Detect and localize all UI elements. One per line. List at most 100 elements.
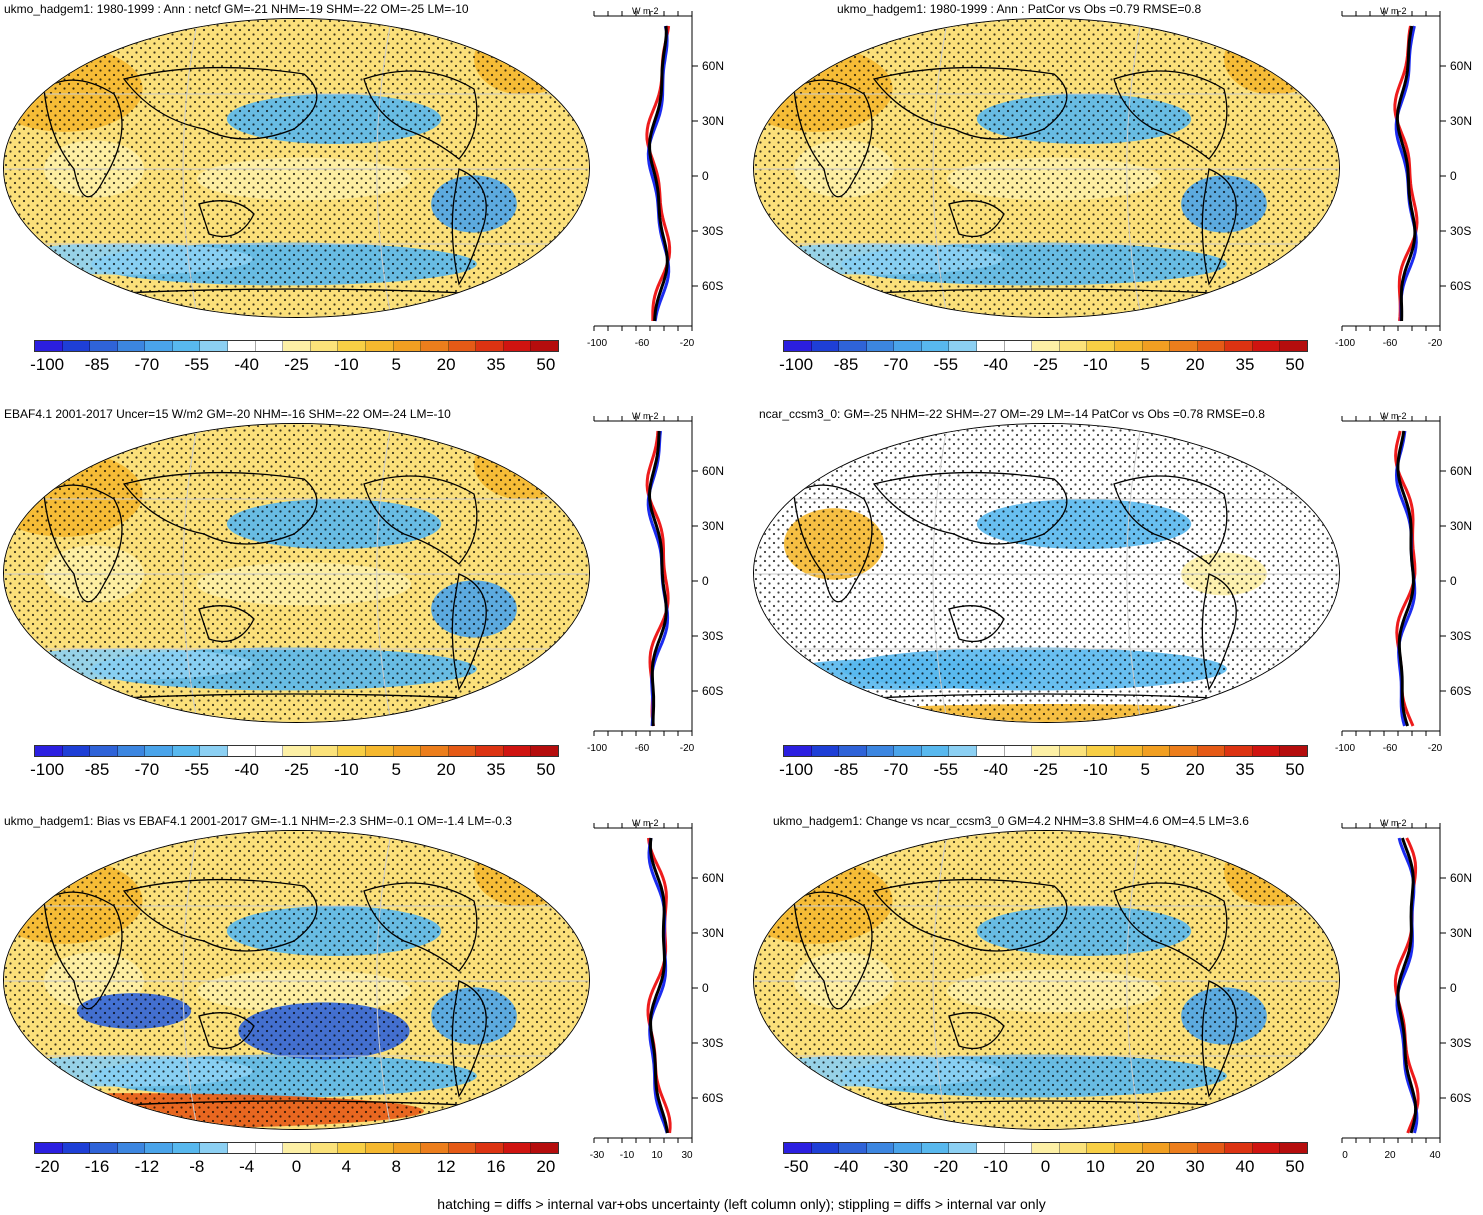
colorbar-label: -20 <box>933 1157 959 1176</box>
colorbar-swatch <box>365 746 394 756</box>
latitude-tick-label: 30N <box>702 926 724 940</box>
colorbar-swatch <box>283 746 311 756</box>
colorbar-labels: -100 -85 -70 -55 -40 -25 -10 5 20 35 50 <box>30 760 559 782</box>
unit-label: W m-2 <box>1380 411 1407 421</box>
latitude-tick-label: 30N <box>702 519 724 533</box>
colorbar-swatch <box>784 746 812 756</box>
colorbar-label: -16 <box>84 1157 110 1176</box>
colorbar-label: -85 <box>84 760 110 779</box>
panel-5: ukmo_hadgem1: Bias vs EBAF4.1 2001-2017 … <box>0 812 740 1192</box>
x-tick-label: -20 <box>680 743 695 754</box>
colorbar-label: -100 <box>30 355 65 374</box>
colorbar-label: -50 <box>783 1157 809 1176</box>
x-tick-label: -60 <box>1383 338 1398 349</box>
footnote: hatching = diffs > internal var+obs unce… <box>437 1196 1046 1212</box>
colorbar-swatch <box>421 341 449 351</box>
colorbar-label: 16 <box>486 1157 506 1176</box>
colorbar-label: 30 <box>1185 1157 1205 1176</box>
colorbar-label: 5 <box>391 355 401 374</box>
colorbar-label: 5 <box>391 760 401 779</box>
colorbar-label: -25 <box>284 355 309 374</box>
colorbar-label: 0 <box>291 1157 302 1176</box>
colorbar-swatch <box>1280 1143 1307 1153</box>
colorbar-swatch <box>1142 746 1171 756</box>
colorbar-label: 50 <box>536 760 556 779</box>
colorbar-label: -12 <box>134 1157 160 1176</box>
colorbar-swatch <box>811 341 840 351</box>
colorbar-label: 35 <box>1235 760 1255 779</box>
colorbar-swatch <box>866 1143 895 1153</box>
panel-title: ukmo_hadgem1: 1980-1999 : Ann : PatCor v… <box>837 2 1202 16</box>
colorbar-label: -40 <box>833 1157 859 1176</box>
colorbar-label: -100 <box>779 355 814 374</box>
colorbar-swatch <box>145 341 173 351</box>
colorbar-swatch <box>62 1143 91 1153</box>
colorbar-label: 20 <box>1185 760 1205 779</box>
latitude-tick-label: 60S <box>1450 684 1471 698</box>
colorbar-swatch <box>228 1143 256 1153</box>
colorbar-swatch <box>503 746 532 756</box>
colorbar-label: -4 <box>239 1157 255 1176</box>
colorbar-swatch <box>949 1143 978 1153</box>
latitude-tick-label: 60S <box>1450 279 1471 293</box>
panel-title: ukmo_hadgem1: 1980-1999 : Ann : netcf GM… <box>4 2 469 16</box>
colorbar-swatch <box>1032 746 1060 756</box>
unit-label: W m-2 <box>1380 6 1407 16</box>
colorbar-label: -70 <box>134 760 160 779</box>
colorbar-swatch <box>393 746 422 756</box>
colorbar-swatch <box>117 746 146 756</box>
colorbar-label: -85 <box>84 355 110 374</box>
colorbar-swatch <box>338 341 366 351</box>
colorbar-swatch <box>1252 341 1281 351</box>
colorbar-swatch <box>839 341 867 351</box>
colorbar-swatch <box>1087 1143 1115 1153</box>
latitude-tick-label: 60N <box>1450 59 1472 73</box>
colorbar-label: -85 <box>833 760 859 779</box>
colorbar-labels: -100 -85 -70 -55 -40 -25 -10 5 20 35 50 <box>779 355 1308 377</box>
colorbar-label: -100 <box>30 760 65 779</box>
colorbar-swatch <box>1032 341 1060 351</box>
profile-line-red <box>1393 25 1419 322</box>
colorbar-swatch <box>1225 341 1253 351</box>
colorbar-swatch <box>421 746 449 756</box>
zonal-mean-profile: W m-2 60N 30N 0 30S 60S -100 -60 -20 <box>1335 411 1483 756</box>
panel-title: EBAF4.1 2001-2017 Uncer=15 W/m2 GM=-20 N… <box>4 407 451 421</box>
colorbar-label: -70 <box>883 760 909 779</box>
colorbar-swatch <box>531 341 558 351</box>
map-canvas <box>4 831 589 1129</box>
panel-title: ukmo_hadgem1: Change vs ncar_ccsm3_0 GM=… <box>773 814 1249 828</box>
latitude-tick-label: 60N <box>702 464 724 478</box>
colorbar-swatch <box>531 1143 558 1153</box>
unit-label: W m-2 <box>1380 818 1407 828</box>
map-canvas <box>754 424 1339 722</box>
zonal-mean-profile: W m-2 60N 30N 0 30S 60S -100 -60 -20 <box>1335 6 1483 351</box>
colorbar-label: -8 <box>189 1157 205 1176</box>
profile-canvas: W m-2 60N 30N 0 30S 60S -100 -60 -20 <box>587 411 724 754</box>
colorbar-swatch <box>35 746 63 756</box>
colorbar-label: 50 <box>536 355 556 374</box>
colorbar-swatch <box>1225 746 1253 756</box>
world-map <box>3 423 590 723</box>
colorbar-labels: -100 -85 -70 -55 -40 -25 -10 5 20 35 50 <box>30 355 559 377</box>
colorbar-swatch <box>393 1143 422 1153</box>
colorbar-swatch <box>839 1143 867 1153</box>
colorbar-label: -55 <box>184 355 210 374</box>
latitude-tick-label: 60S <box>702 279 723 293</box>
colorbar-label: -70 <box>883 355 909 374</box>
colorbar-swatch <box>365 341 394 351</box>
profile-line-red <box>646 837 672 1134</box>
latitude-tick-label: 30S <box>1450 629 1471 643</box>
colorbar-swatch <box>62 341 91 351</box>
panel-3: EBAF4.1 2001-2017 Uncer=15 W/m2 GM=-20 N… <box>0 405 740 795</box>
colorbar-swatch <box>1197 341 1226 351</box>
panel-2: ukmo_hadgem1: 1980-1999 : Ann : PatCor v… <box>745 0 1483 390</box>
colorbar-swatch <box>977 341 1005 351</box>
colorbar-swatch <box>784 1143 812 1153</box>
colorbar-swatch <box>35 341 63 351</box>
world-map <box>3 18 590 318</box>
profile-line-black <box>1396 837 1418 1134</box>
latitude-tick-label: 60S <box>702 1091 723 1105</box>
colorbar-label: 8 <box>391 1157 401 1176</box>
colorbar-swatch <box>1280 341 1307 351</box>
profile-canvas: W m-2 60N 30N 0 30S 60S 0 20 40 <box>1341 818 1472 1161</box>
